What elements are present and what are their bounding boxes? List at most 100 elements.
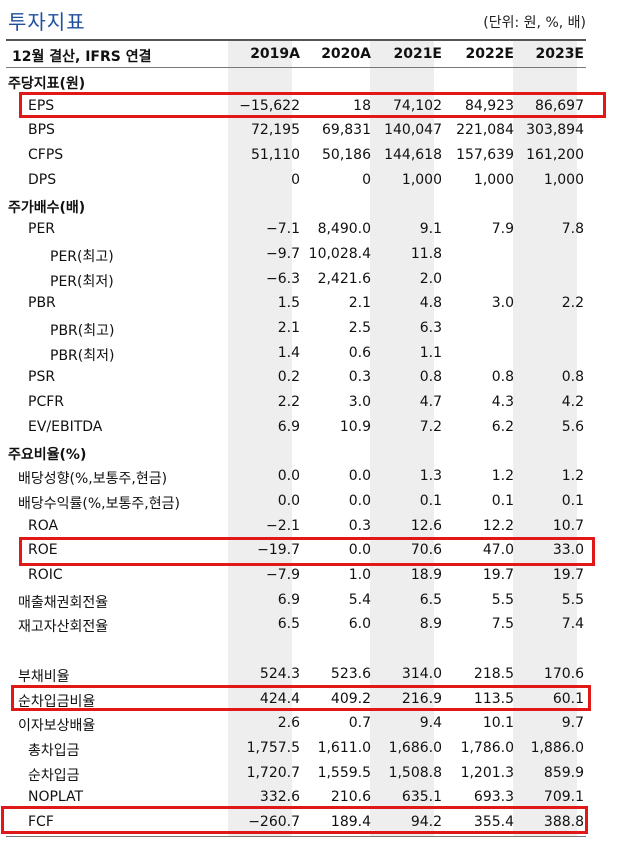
value-cell: 0 bbox=[362, 171, 371, 188]
row-label: 주요비율(%) bbox=[8, 446, 87, 463]
row-label: PBR(최고) bbox=[50, 323, 115, 339]
value-cell: 170.6 bbox=[543, 665, 584, 682]
table-row: 총차입금 1,757.5 1,611.0 1,686.0 1,786.0 1,886.0 bbox=[6, 736, 586, 761]
value-cell: 11.8 bbox=[410, 245, 442, 262]
value-cell: 2.2 bbox=[277, 394, 300, 411]
column-shade-2023E bbox=[513, 40, 577, 836]
value-cell: 1,611.0 bbox=[317, 739, 371, 756]
value-cell: 693.3 bbox=[473, 789, 514, 806]
value-cell: 1,886.0 bbox=[530, 739, 584, 756]
row-label: ROA bbox=[28, 517, 59, 534]
section-header-row: 주가배수(배) bbox=[6, 193, 586, 218]
row-label: 이자보상배율 bbox=[18, 718, 96, 735]
value-cell: −260.7 bbox=[248, 814, 300, 830]
section-header-row: 주당지표(원) bbox=[6, 69, 586, 94]
value-cell: 6.0 bbox=[348, 616, 371, 633]
table-header: 12월 결산, IFRS 연결 2019A 2020A 2021E 2022E … bbox=[6, 40, 586, 67]
table-bottom-rule bbox=[6, 836, 586, 837]
unit-note: (단위: 원, %, 배) bbox=[483, 15, 586, 31]
value-cell: 6.3 bbox=[419, 320, 442, 336]
row-label: PSR bbox=[28, 369, 56, 386]
row-label: FCF bbox=[28, 814, 54, 830]
table-row: 매출채권회전율 6.9 5.4 6.5 5.5 5.5 bbox=[6, 588, 586, 613]
row-label: PER bbox=[28, 221, 56, 238]
table-row: PER(최저) −6.3 2,421.6 2.0 bbox=[6, 267, 586, 292]
table-row: PER(최고) −9.7 10,028.4 11.8 bbox=[6, 242, 586, 267]
value-cell: 189.4 bbox=[330, 814, 371, 830]
row-label: ROIC bbox=[28, 567, 63, 583]
value-cell: 7.9 bbox=[491, 221, 514, 238]
value-cell: 6.9 bbox=[277, 418, 300, 435]
value-cell: 18.9 bbox=[410, 567, 442, 583]
value-cell: 314.0 bbox=[401, 665, 442, 682]
value-cell: 332.6 bbox=[259, 789, 300, 806]
value-cell: 7.4 bbox=[561, 616, 584, 633]
row-label: ROE bbox=[28, 542, 58, 559]
value-cell: 6.2 bbox=[491, 418, 514, 435]
value-cell: 113.5 bbox=[473, 690, 514, 707]
year-header: 2020A bbox=[321, 46, 371, 62]
value-cell: 709.1 bbox=[543, 789, 584, 806]
value-cell: 0.1 bbox=[561, 492, 584, 509]
value-cell: 216.9 bbox=[401, 690, 442, 707]
value-cell: 19.7 bbox=[552, 567, 584, 583]
value-cell: 161,200 bbox=[526, 147, 584, 164]
value-cell: 1,000 bbox=[543, 171, 584, 188]
value-cell: 1,000 bbox=[401, 171, 442, 188]
year-header: 2021E bbox=[393, 46, 442, 62]
row-label: NOPLAT bbox=[28, 789, 84, 806]
value-cell: 6.5 bbox=[419, 591, 442, 608]
value-cell: 60.1 bbox=[552, 690, 584, 707]
value-cell: 86,697 bbox=[535, 97, 584, 114]
value-cell: 1,559.5 bbox=[317, 764, 371, 781]
highlight-box-fcf bbox=[1, 806, 588, 834]
year-header: 2019A bbox=[250, 46, 300, 62]
table-row: EPS −15,622 18 74,102 84,923 86,697 bbox=[6, 94, 586, 119]
row-label: CFPS bbox=[28, 147, 64, 164]
table-row: FCF −260.7 189.4 94.2 355.4 388.8 bbox=[6, 810, 586, 835]
value-cell: 210.6 bbox=[330, 789, 371, 806]
value-cell: 19.7 bbox=[482, 567, 514, 583]
value-cell: 8,490.0 bbox=[317, 221, 371, 238]
value-cell: 3.0 bbox=[491, 295, 514, 312]
value-cell: 1,000 bbox=[473, 171, 514, 188]
value-cell: 0.0 bbox=[348, 468, 371, 485]
value-cell: 6.9 bbox=[277, 591, 300, 608]
value-cell: 388.8 bbox=[543, 814, 584, 830]
value-cell: 12.2 bbox=[482, 517, 514, 534]
table-row: PCFR 2.2 3.0 4.7 4.3 4.2 bbox=[6, 390, 586, 415]
value-cell: 2.2 bbox=[561, 295, 584, 312]
value-cell: 144,618 bbox=[384, 147, 442, 164]
column-shade-2021E bbox=[370, 40, 434, 836]
row-label: PCFR bbox=[28, 394, 64, 411]
value-cell: 157,639 bbox=[456, 147, 514, 164]
table-row: NOPLAT 332.6 210.6 635.1 693.3 709.1 bbox=[6, 785, 586, 810]
value-cell: 221,084 bbox=[456, 122, 514, 139]
value-cell: 10.7 bbox=[552, 517, 584, 534]
row-label: 부채비율 bbox=[18, 668, 70, 685]
value-cell: 50,186 bbox=[322, 147, 371, 164]
value-cell: 1.1 bbox=[419, 344, 442, 361]
row-label: PBR(최저) bbox=[50, 347, 115, 364]
table-row bbox=[6, 637, 586, 662]
value-cell: 1.2 bbox=[491, 468, 514, 485]
year-header: 2023E bbox=[535, 46, 584, 62]
value-cell: 1,786.0 bbox=[460, 739, 514, 756]
value-cell: −2.1 bbox=[266, 517, 300, 534]
value-cell: −7.9 bbox=[266, 567, 300, 583]
value-cell: 0.6 bbox=[348, 344, 371, 361]
highlight-box-roe bbox=[19, 537, 595, 566]
value-cell: −7.1 bbox=[266, 221, 300, 238]
page-title: 투자지표 bbox=[8, 10, 86, 34]
value-cell: −15,622 bbox=[239, 97, 300, 114]
value-cell: 0.8 bbox=[491, 369, 514, 386]
value-cell: 94.2 bbox=[410, 814, 442, 830]
value-cell: 635.1 bbox=[401, 789, 442, 806]
value-cell: 51,110 bbox=[251, 147, 300, 164]
row-label: EV/EBITDA bbox=[28, 418, 103, 435]
value-cell: 0.3 bbox=[348, 517, 371, 534]
value-cell: 1,757.5 bbox=[246, 739, 300, 756]
value-cell: 72,195 bbox=[251, 122, 300, 139]
value-cell: 2.1 bbox=[348, 295, 371, 312]
value-cell: 18 bbox=[353, 97, 371, 114]
